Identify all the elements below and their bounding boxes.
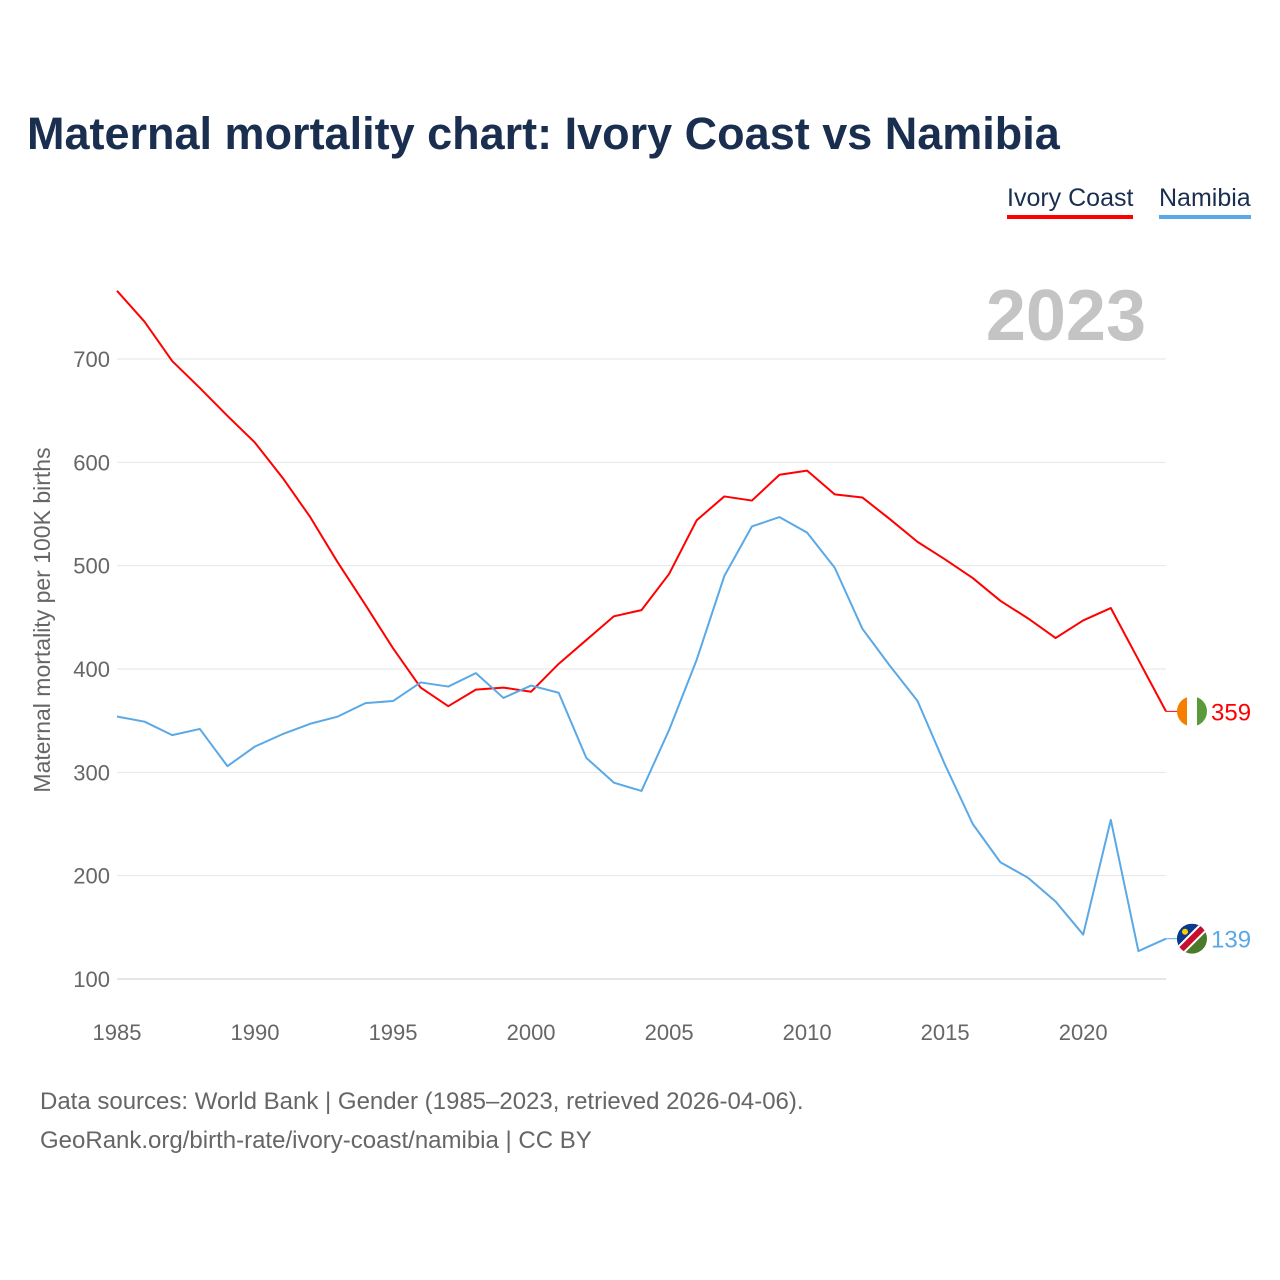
y-tick-label: 500: [73, 554, 110, 579]
x-tick-label: 2020: [1059, 1020, 1108, 1045]
footer-link[interactable]: GeoRank.org/birth-rate/ivory-coast/namib…: [40, 1127, 592, 1154]
x-tick-label: 2015: [921, 1020, 970, 1045]
x-tick-label: 1985: [93, 1020, 142, 1045]
footer-source: Data sources: World Bank | Gender (1985–…: [40, 1088, 804, 1115]
chart-title: Maternal mortality chart: Ivory Coast vs…: [27, 108, 1060, 159]
y-tick-label: 100: [73, 967, 110, 992]
namibia-flag-icon: [1177, 923, 1207, 954]
end-value-label: 359: [1211, 699, 1251, 726]
series-line-namibia: [116, 516, 1167, 953]
end-value-label: 139: [1211, 927, 1251, 954]
y-tick-label: 300: [73, 760, 110, 785]
ivory-coast-flag-icon: [1177, 696, 1207, 727]
year-label: 2023: [986, 276, 1146, 356]
x-tick-label: 2000: [507, 1020, 556, 1045]
y-axis-label: Maternal mortality per 100K births: [29, 447, 55, 792]
x-tick-label: 1995: [369, 1020, 418, 1045]
y-tick-label: 600: [73, 450, 110, 475]
x-tick-label: 2005: [645, 1020, 694, 1045]
legend-ivory-coast[interactable]: Ivory Coast: [1007, 184, 1134, 219]
x-tick-label: 1990: [231, 1020, 280, 1045]
legend-namibia[interactable]: Namibia: [1159, 184, 1251, 219]
series-line-ivory-coast: [116, 290, 1167, 712]
x-tick-label: 2010: [783, 1020, 832, 1045]
y-tick-label: 200: [73, 864, 110, 889]
y-tick-label: 400: [73, 657, 110, 682]
y-tick-label: 700: [73, 347, 110, 372]
